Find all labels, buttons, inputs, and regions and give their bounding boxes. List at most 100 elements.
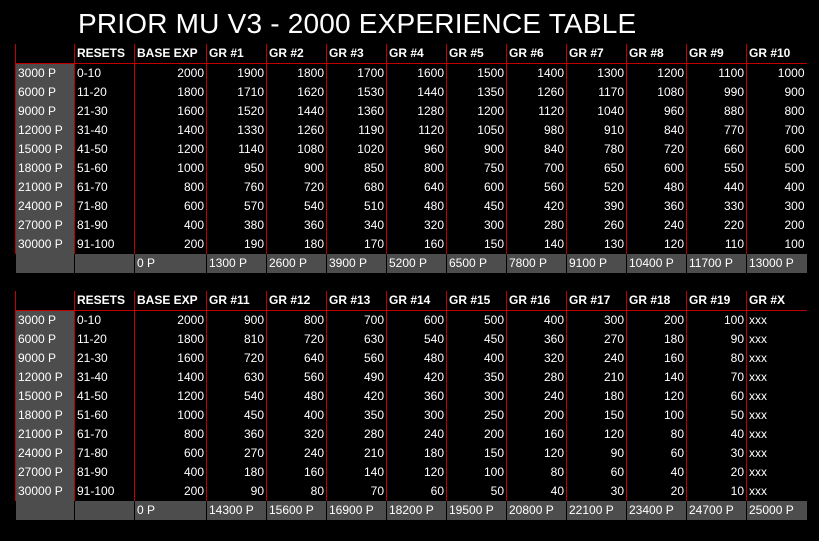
gr-exp-cell: 780: [566, 140, 627, 159]
gr-exp-cell: 500: [746, 159, 807, 178]
gr-exp-cell: 1280: [386, 102, 447, 121]
gr-exp-cell: 450: [206, 406, 267, 425]
gr-exp-cell: 480: [386, 349, 447, 368]
gr-exp-cell: 1120: [386, 121, 447, 140]
gr-exp-cell: 330: [686, 197, 747, 216]
level-cell: 12000 P: [15, 121, 75, 140]
gr-exp-cell: 420: [506, 197, 567, 216]
base-exp-cell: 200: [134, 482, 207, 501]
level-cell: 3000 P: [15, 63, 75, 83]
gr-exp-cell: 1050: [446, 121, 507, 140]
base-exp-cell: 1000: [134, 159, 207, 178]
gr-exp-cell: 1020: [326, 140, 387, 159]
gr-exp-cell: 280: [506, 216, 567, 235]
gr-exp-cell: 120: [386, 463, 447, 482]
total-points-cell: 6500 P: [446, 254, 507, 273]
base-exp-cell: 2000: [134, 63, 207, 83]
gr-exp-cell: 140: [626, 368, 687, 387]
gr-exp-cell: 90: [206, 482, 267, 501]
gr-exp-cell: 140: [506, 235, 567, 254]
resets-range-cell: 61-70: [74, 425, 135, 444]
gr-exp-cell: 560: [326, 349, 387, 368]
total-points-cell: 9100 P: [566, 254, 627, 273]
gr-exp-cell: 480: [386, 197, 447, 216]
level-cell: 21000 P: [15, 425, 75, 444]
gr-exp-cell: 240: [386, 425, 447, 444]
gr-exp-cell: 600: [446, 178, 507, 197]
total-points-cell: 23400 P: [626, 501, 687, 520]
table-row: 18000 P 51-60 1000 950 900 850 800 750 700 650 600…: [15, 159, 807, 178]
gr-exp-cell: 1330: [206, 121, 267, 140]
gr-exp-cell: 100: [446, 463, 507, 482]
gr-exp-cell: 210: [566, 368, 627, 387]
column-header: GR #8: [626, 44, 687, 64]
gr-exp-cell: 420: [386, 368, 447, 387]
level-cell: 27000 P: [15, 216, 75, 235]
total-points-cell: 25000 P: [746, 501, 807, 520]
corner-cell: [15, 44, 75, 64]
gr-exp-cell: 50: [686, 406, 747, 425]
gr-exp-cell: 1350: [446, 83, 507, 102]
gr-exp-cell: 400: [746, 178, 807, 197]
grx-cell: xxx: [746, 463, 807, 482]
base-exp-cell: 1200: [134, 387, 207, 406]
totals-blank-cell: [15, 501, 75, 520]
gr-exp-cell: 350: [326, 406, 387, 425]
base-exp-cell: 800: [134, 178, 207, 197]
column-header: GR #5: [446, 44, 507, 64]
total-points-cell: 16900 P: [326, 501, 387, 520]
table-row: 6000 P 11-20 1800 1710 1620 1530 1440 1350 1260 1…: [15, 83, 807, 102]
gr-exp-cell: 700: [326, 310, 387, 330]
level-cell: 27000 P: [15, 463, 75, 482]
column-header: GR #12: [266, 291, 327, 311]
gr-exp-cell: 400: [266, 406, 327, 425]
gr-exp-cell: 80: [626, 425, 687, 444]
level-cell: 6000 P: [15, 83, 75, 102]
resets-range-cell: 31-40: [74, 368, 135, 387]
gr-exp-cell: 700: [506, 159, 567, 178]
gr-exp-cell: 150: [446, 444, 507, 463]
gr-exp-cell: 320: [266, 425, 327, 444]
gr-exp-cell: 30: [686, 444, 747, 463]
level-cell: 21000 P: [15, 178, 75, 197]
resets-range-cell: 91-100: [74, 482, 135, 501]
gr-exp-cell: 960: [386, 140, 447, 159]
gr-exp-cell: 900: [206, 310, 267, 330]
resets-range-cell: 51-60: [74, 406, 135, 425]
gr-exp-cell: 400: [446, 349, 507, 368]
gr-exp-cell: 650: [566, 159, 627, 178]
gr-exp-cell: 480: [266, 387, 327, 406]
gr-exp-cell: 20: [686, 463, 747, 482]
gr-exp-cell: 270: [206, 444, 267, 463]
gr-exp-cell: 120: [506, 444, 567, 463]
gr-exp-cell: 1620: [266, 83, 327, 102]
gr-exp-cell: 210: [326, 444, 387, 463]
gr-exp-cell: 980: [506, 121, 567, 140]
total-points-cell: 20800 P: [506, 501, 567, 520]
gr-exp-cell: 280: [506, 368, 567, 387]
grx-cell: xxx: [746, 368, 807, 387]
column-header: GR #16: [506, 291, 567, 311]
gr-exp-cell: 440: [686, 178, 747, 197]
base-exp-cell: 400: [134, 463, 207, 482]
total-points-cell: 0 P: [134, 501, 207, 520]
gr-exp-cell: 60: [626, 444, 687, 463]
gr-exp-cell: 20: [626, 482, 687, 501]
gr-exp-cell: 180: [266, 235, 327, 254]
gr-exp-cell: 360: [626, 197, 687, 216]
gr-exp-cell: 90: [566, 444, 627, 463]
resets-range-cell: 51-60: [74, 159, 135, 178]
gr-exp-cell: 720: [626, 140, 687, 159]
gr-exp-cell: 850: [326, 159, 387, 178]
gr-exp-cell: 190: [206, 235, 267, 254]
gr-exp-cell: 150: [446, 235, 507, 254]
gr-exp-cell: 200: [746, 216, 807, 235]
totals-blank-cell: [74, 254, 135, 273]
resets-range-cell: 41-50: [74, 387, 135, 406]
grx-cell: xxx: [746, 310, 807, 330]
total-points-cell: 0 P: [134, 254, 207, 273]
table-row: 30000 P 91-100 200 190 180 170 160 150 140 130 120…: [15, 235, 807, 254]
gr-exp-cell: 50: [446, 482, 507, 501]
base-exp-cell: 1800: [134, 83, 207, 102]
gr-exp-cell: 360: [386, 387, 447, 406]
